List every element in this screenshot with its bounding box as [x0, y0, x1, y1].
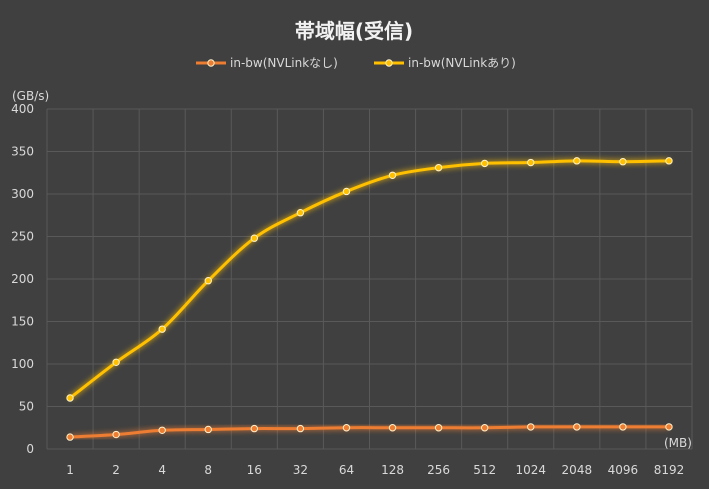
x-tick-label: 8192 [654, 463, 685, 477]
legend-item: in-bw(NVLinkあり) [374, 56, 516, 70]
x-tick-label: 32 [293, 463, 308, 477]
data-point [342, 424, 351, 432]
data-point [480, 159, 489, 168]
data-point [480, 424, 489, 432]
data-point [665, 157, 673, 165]
data-point [250, 424, 259, 433]
legend-marker [207, 59, 215, 67]
data-point [158, 426, 166, 434]
x-tick-label: 4 [158, 463, 166, 477]
x-tick-label: 2048 [562, 463, 593, 477]
y-tick-label: 350 [11, 145, 34, 159]
x-axis-unit: (MB) [664, 436, 692, 450]
legend-marker [385, 59, 393, 67]
y-axis-unit: (GB/s) [12, 89, 49, 103]
data-point [388, 424, 397, 432]
y-tick-label: 250 [11, 230, 34, 244]
data-point [665, 423, 673, 431]
legend-label: in-bw(NVLinkなし) [230, 56, 338, 70]
data-point [434, 424, 443, 432]
y-tick-label: 0 [26, 442, 34, 456]
data-point [204, 277, 212, 285]
data-point [434, 163, 443, 172]
x-tick-label: 1024 [515, 463, 546, 477]
y-tick-label: 100 [11, 357, 34, 371]
x-tick-label: 16 [247, 463, 262, 477]
data-point [296, 209, 305, 217]
x-tick-label: 256 [427, 463, 450, 477]
series-layer [66, 157, 673, 441]
x-tick-label: 4096 [608, 463, 639, 477]
x-tick-label: 512 [473, 463, 496, 477]
series-1 [66, 423, 673, 441]
data-point [619, 158, 627, 166]
data-point [573, 157, 581, 165]
legend-item: in-bw(NVLinkなし) [196, 56, 338, 70]
y-tick-label: 400 [11, 102, 34, 116]
x-tick-label: 64 [339, 463, 354, 477]
grid [46, 108, 693, 450]
x-tick-label: 128 [381, 463, 404, 477]
data-point [250, 234, 259, 242]
data-point [342, 187, 351, 196]
data-point [527, 158, 535, 167]
y-axis: 0 50 100 150 200 250 300 350 400 [11, 102, 34, 456]
series-line [69, 159, 669, 400]
x-tick-label: 2 [112, 463, 120, 477]
data-point [388, 171, 397, 180]
y-tick-label: 300 [11, 187, 34, 201]
data-point [204, 425, 212, 434]
x-axis: 1 2 4 8 16 32 64 128 256 512 1024 2048 4096 8192 [66, 463, 684, 477]
data-point [112, 358, 120, 366]
data-point [66, 394, 74, 402]
x-tick-label: 8 [204, 463, 212, 477]
data-point [66, 433, 74, 441]
data-point [619, 423, 627, 431]
y-tick-label: 200 [11, 272, 34, 286]
data-point [158, 325, 166, 333]
series-line [69, 425, 669, 439]
data-point [296, 424, 305, 433]
y-tick-label: 150 [11, 315, 34, 329]
chart-title: 帯域幅(受信) [295, 19, 413, 43]
series-2 [66, 157, 673, 402]
data-point [527, 423, 535, 431]
legend-label: in-bw(NVLinkあり) [408, 56, 516, 70]
legend: in-bw(NVLinkなし) in-bw(NVLinkあり) [196, 56, 516, 70]
data-point [112, 430, 120, 439]
x-tick-label: 1 [66, 463, 74, 477]
y-tick-label: 50 [19, 400, 34, 414]
data-point [573, 423, 581, 431]
